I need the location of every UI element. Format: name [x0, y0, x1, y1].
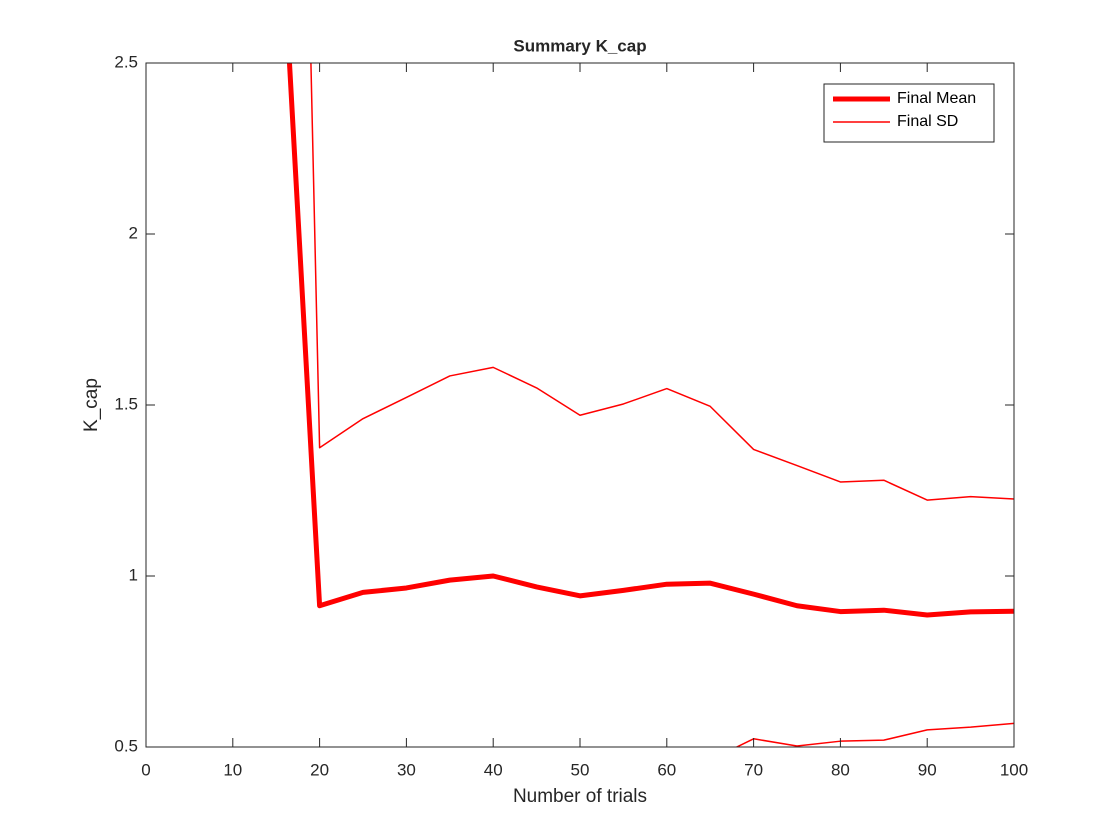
plot-area	[286, 63, 1014, 747]
y-tick-label: 1.5	[114, 394, 138, 413]
x-tick-label: 10	[223, 760, 242, 779]
y-axis-label: K_cap	[81, 378, 102, 432]
x-tick-label: 80	[831, 760, 850, 779]
legend-label: Final Mean	[897, 90, 976, 107]
x-tick-label: 40	[484, 760, 503, 779]
x-tick-label: 20	[310, 760, 329, 779]
x-tick-label: 60	[657, 760, 676, 779]
x-tick-label: 0	[141, 760, 150, 779]
y-tick-label: 2	[129, 223, 138, 242]
y-tick-label: 1	[129, 565, 138, 584]
legend-label: Final SD	[897, 113, 958, 130]
y-tick-label: 2.5	[114, 52, 138, 71]
legend-box	[823, 83, 995, 143]
y-tick-label: 0.5	[114, 736, 138, 755]
x-tick-label: 90	[918, 760, 937, 779]
chart-title: Summary K_cap	[513, 36, 646, 55]
x-tick-label: 100	[1000, 760, 1028, 779]
x-tick-label: 50	[571, 760, 590, 779]
data-line	[286, 63, 1014, 618]
x-axis-label: Number of trials	[513, 786, 647, 807]
x-tick-label: 70	[744, 760, 763, 779]
data-line	[735, 722, 1014, 747]
data-line	[310, 63, 1014, 501]
x-tick-label: 30	[397, 760, 416, 779]
